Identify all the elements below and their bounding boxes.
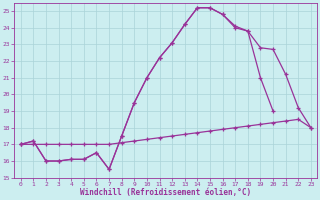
- X-axis label: Windchill (Refroidissement éolien,°C): Windchill (Refroidissement éolien,°C): [80, 188, 252, 197]
